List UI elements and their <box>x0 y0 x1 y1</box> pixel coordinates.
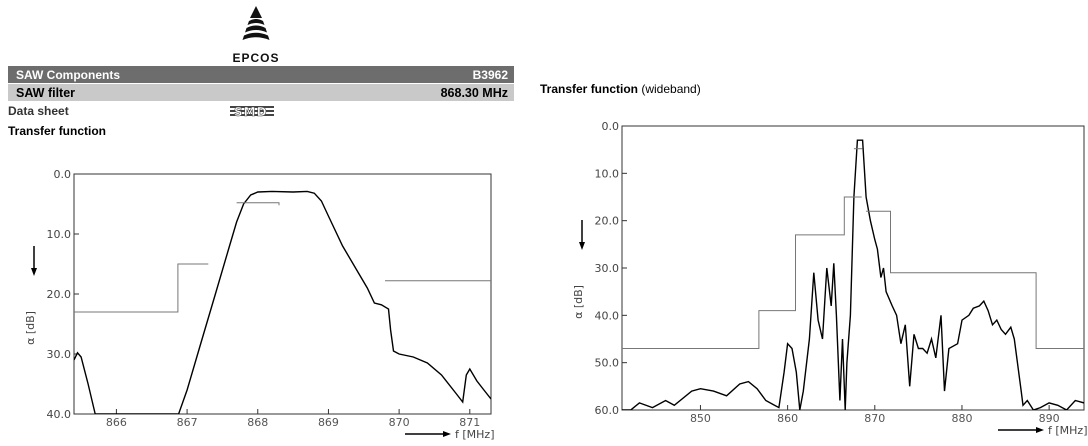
y-axis-label: α [dB] <box>24 311 37 345</box>
x-axis-arrowhead <box>443 431 451 437</box>
x-axis-arrowhead <box>1036 427 1044 433</box>
plot-area <box>622 139 1084 410</box>
right-chart-heading-suffix: (wideband) <box>638 82 701 96</box>
epcos-logo-icon <box>242 6 270 40</box>
y-tick-label: 10.0 <box>595 167 620 180</box>
passband-mask-line <box>236 202 280 206</box>
x-tick-label: 869 <box>318 416 339 429</box>
x-tick-label: 871 <box>459 416 480 429</box>
y-tick-label: 0.0 <box>54 168 72 181</box>
x-tick-label: 866 <box>106 416 127 429</box>
y-tick-label: 30.0 <box>595 262 620 275</box>
stopband-mask-line <box>74 263 209 313</box>
x-tick-label: 880 <box>951 412 972 425</box>
x-tick-label: 868 <box>247 416 268 429</box>
y-tick-label: 60.0 <box>595 404 620 417</box>
x-axis-label: f [MHz] <box>455 428 495 441</box>
right-chart-heading-bold: Transfer function <box>540 82 639 96</box>
y-tick-label: 20.0 <box>47 288 72 301</box>
stopband-mask-line <box>866 210 1084 349</box>
x-tick-label: 860 <box>777 412 798 425</box>
x-tick-label: 850 <box>690 412 711 425</box>
part-number: B3962 <box>472 67 508 82</box>
y-tick-label: 40.0 <box>595 309 620 322</box>
plot-frame <box>73 173 492 415</box>
wideband-transfer-function-chart: 0.0 10.0 20.0 30.0 40.0 50.0 60.0 850 860 870 880 8… <box>572 120 1088 437</box>
y-tick-label: 20.0 <box>595 215 620 228</box>
epcos-logo: EPCOS <box>226 4 286 65</box>
x-tick-label: 890 <box>1039 412 1060 425</box>
y-axis-arrowhead <box>31 268 37 276</box>
y-axis-arrowhead <box>579 242 585 250</box>
y-tick-label: 40.0 <box>47 408 72 421</box>
transfer-function-chart: 0.0 10.0 20.0 30.0 40.0 866 867 868 869 870 871 α [… <box>24 168 495 441</box>
attenuation-curve <box>622 139 1084 410</box>
y-tick-label: 50.0 <box>595 357 620 370</box>
product-family: SAW Components <box>16 67 120 82</box>
x-tick-label: 867 <box>177 416 198 429</box>
datasheet-label: Data sheet <box>8 104 69 118</box>
y-tick-label: 30.0 <box>47 348 72 361</box>
plot-area <box>74 190 491 414</box>
x-axis-label: f [MHz] <box>1048 424 1088 437</box>
brand-name: EPCOS <box>232 51 280 65</box>
attenuation-curve <box>74 190 491 414</box>
x-tick-label: 870 <box>389 416 410 429</box>
stopband-mask-line <box>622 196 862 349</box>
right-chart-heading: Transfer function (wideband) <box>540 82 701 96</box>
plot-frame <box>621 125 1085 411</box>
x-tick-label: 870 <box>864 412 885 425</box>
smd-package-logo: SMD <box>228 104 288 119</box>
y-tick-label: 0.0 <box>602 120 620 133</box>
y-axis-label: α [dB] <box>572 285 585 319</box>
product-family-bar: SAW Components B3962 <box>8 66 514 83</box>
smd-logo-text: SMD <box>234 105 268 118</box>
y-tick-label: 10.0 <box>47 228 72 241</box>
smd-logo-icon: SMD <box>230 105 274 119</box>
product-type: SAW filter <box>16 85 76 100</box>
left-chart-heading: Transfer function <box>8 124 107 138</box>
center-frequency: 868.30 MHz <box>440 85 508 100</box>
product-type-bar: SAW filter 868.30 MHz <box>8 84 514 101</box>
